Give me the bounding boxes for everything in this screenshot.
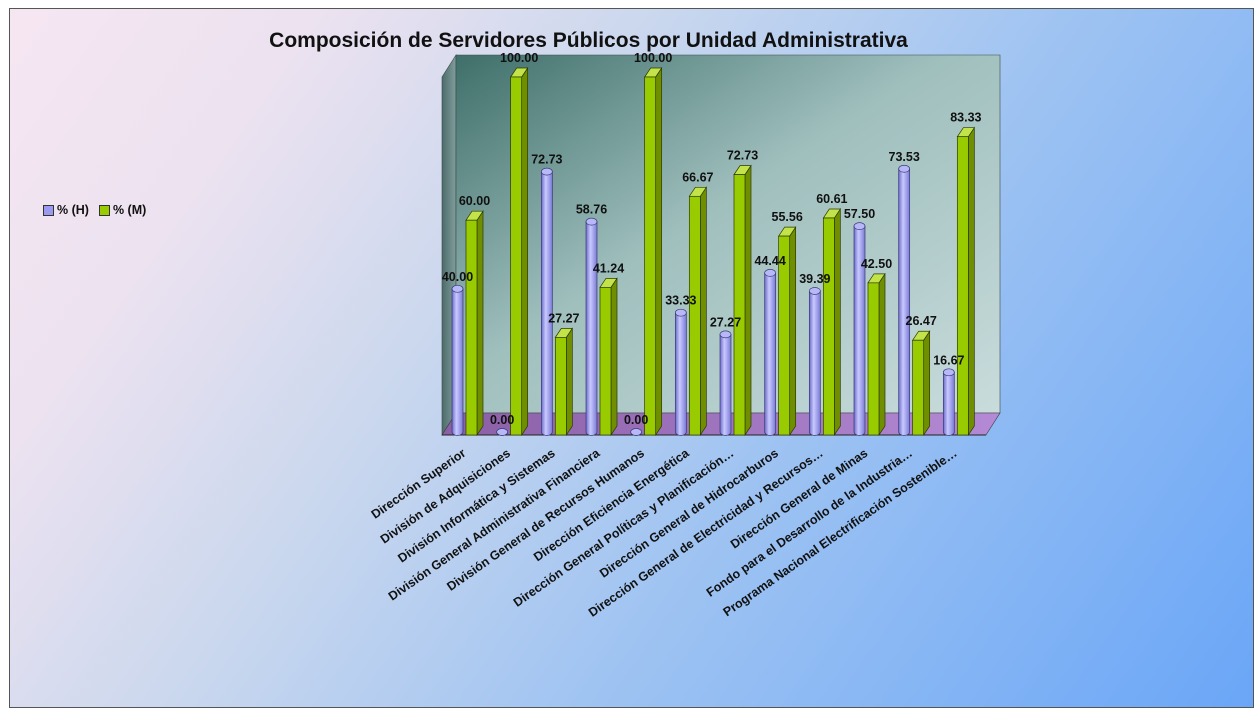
bar-h-10 <box>898 164 911 436</box>
value-label-h-10: 73.53 <box>889 150 920 164</box>
value-label-h-8: 39.39 <box>799 272 830 286</box>
value-label-m-6: 72.73 <box>727 149 758 163</box>
bar-h-11 <box>942 368 955 436</box>
bar-h-4 <box>630 428 643 436</box>
bar-m-10 <box>912 330 931 437</box>
value-label-m-2: 27.27 <box>548 311 579 325</box>
value-label-h-3: 58.76 <box>576 203 607 217</box>
value-label-h-1: 0.00 <box>490 413 514 427</box>
value-label-m-9: 42.50 <box>861 257 892 271</box>
value-label-m-5: 66.67 <box>682 170 713 184</box>
bar-m-5 <box>688 186 707 437</box>
value-label-m-3: 41.24 <box>593 261 624 275</box>
value-label-m-7: 55.56 <box>772 210 803 224</box>
bar-m-4 <box>644 66 663 437</box>
value-label-h-5: 33.33 <box>665 294 696 308</box>
value-label-h-4: 0.00 <box>624 413 648 427</box>
legend-swatch-h <box>43 204 54 216</box>
value-label-h-7: 44.44 <box>755 254 786 268</box>
bar-m-1 <box>510 66 529 437</box>
value-label-m-10: 26.47 <box>906 314 937 328</box>
bar-h-9 <box>853 222 866 436</box>
legend-label-h: % (H) <box>57 203 89 217</box>
bar-m-11 <box>956 126 975 437</box>
value-label-m-4: 100.00 <box>634 51 672 65</box>
legend-label-m: % (M) <box>112 203 147 217</box>
value-label-m-8: 60.61 <box>816 192 847 206</box>
legend: % (H) % (M) <box>43 203 146 217</box>
value-label-m-11: 83.33 <box>950 111 981 125</box>
value-labels-group: 40.00 60.00 0.00 100.00 72.73 27.27 58.76 41.24… <box>442 51 982 427</box>
bar-m-2 <box>554 327 573 437</box>
bar-h-2 <box>540 167 553 436</box>
bars-group <box>451 66 975 437</box>
bar-m-9 <box>867 272 886 437</box>
legend-item-h: % (H) <box>43 203 89 217</box>
value-label-h-2: 72.73 <box>531 153 562 167</box>
value-label-h-0: 40.00 <box>442 270 473 284</box>
bar-h-6 <box>719 330 732 436</box>
value-label-h-11: 16.67 <box>933 353 964 367</box>
bar-h-8 <box>808 287 821 436</box>
bar-m-6 <box>733 164 752 437</box>
value-label-h-9: 57.50 <box>844 207 875 221</box>
legend-swatch-m <box>98 204 110 216</box>
bar-h-3 <box>585 217 598 436</box>
bar-m-8 <box>822 207 841 437</box>
value-label-m-1: 100.00 <box>500 51 538 65</box>
plot-area: 40.00 60.00 0.00 100.00 72.73 27.27 58.76 41.24… <box>369 51 1001 620</box>
value-label-m-0: 60.00 <box>459 194 490 208</box>
legend-item-m: % (M) <box>98 203 147 217</box>
value-label-h-6: 27.27 <box>710 315 741 329</box>
bar-m-7 <box>778 225 797 437</box>
chart-frame: Composición de Servidores Públicos por U… <box>9 8 1254 708</box>
bar-h-5 <box>674 308 687 436</box>
bar-m-3 <box>599 277 618 437</box>
bar-m-0 <box>465 210 484 437</box>
category-label-10: Fondo para el Desarrollo de la Industria… <box>704 446 915 600</box>
chart-title: Composición de Servidores Públicos por U… <box>269 29 908 52</box>
bar-h-7 <box>764 269 777 436</box>
bar-h-1 <box>496 428 509 436</box>
bar-h-0 <box>451 284 464 436</box>
